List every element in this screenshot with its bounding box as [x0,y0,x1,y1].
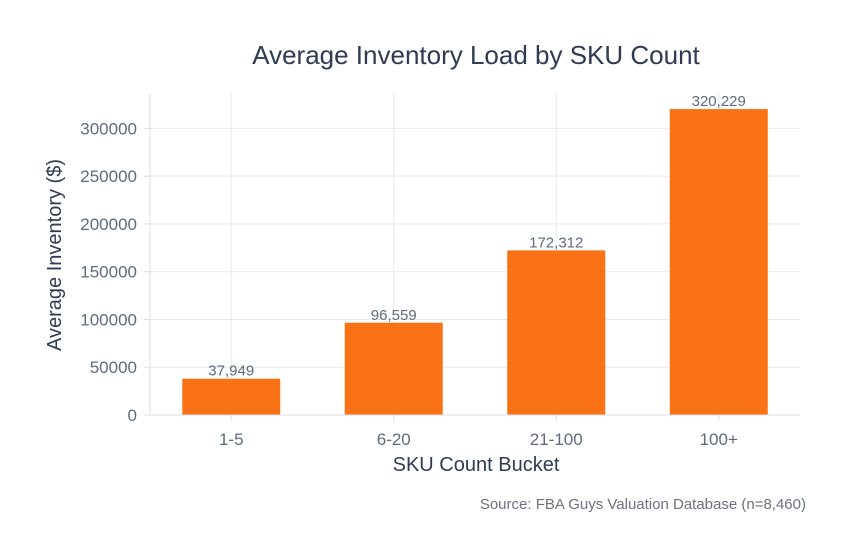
y-ticks-layer: 0 50000 100000 150000 200000 250000 300000 [80,119,150,425]
bar [507,250,606,415]
x-tick-label: 1-5 [219,430,244,449]
y-tick-label: 300000 [80,119,137,138]
bar [669,109,768,415]
chart-title: Average Inventory Load by SKU Count [252,40,700,70]
y-tick-label: 100000 [80,310,137,329]
y-tick-label: 150000 [80,263,137,282]
y-tick-label: 250000 [80,167,137,186]
bar [182,378,281,415]
bar-data-label: 96,559 [371,307,417,324]
y-tick-label: 200000 [80,215,137,234]
bar-data-label: 320,229 [692,93,746,110]
bar [344,322,443,415]
axis-lines-layer [149,94,800,416]
x-tick-label: 21-100 [530,430,583,449]
x-tick-label: 100+ [700,430,738,449]
y-axis-title: Average Inventory ($) [44,159,66,351]
bars-layer [182,109,768,415]
x-ticks-layer: 1-5 6-20 21-100 100+ [219,415,738,449]
y-tick-label: 50000 [90,358,137,377]
x-tick-label: 6-20 [377,430,411,449]
y-tick-label: 0 [128,406,137,425]
source-note: Source: FBA Guys Valuation Database (n=8… [480,496,806,513]
bar-data-label: 37,949 [208,363,254,380]
data-labels-layer: 37,949 96,559 172,312 320,229 [208,93,746,380]
x-axis-title: SKU Count Bucket [393,454,560,476]
bar-data-label: 172,312 [529,234,583,251]
